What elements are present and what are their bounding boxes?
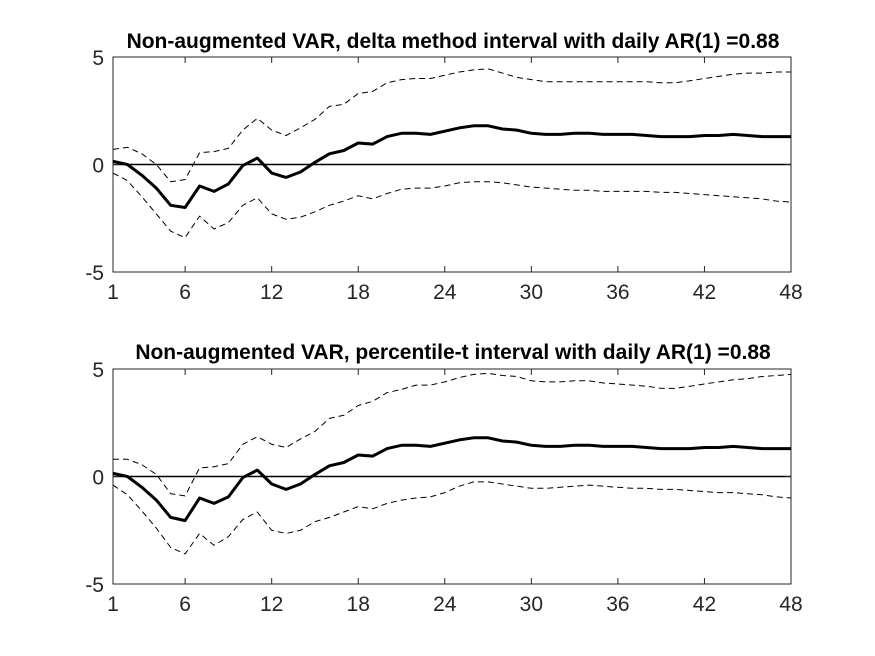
chart-title: Non-augmented VAR, percentile-t interval…: [135, 341, 771, 364]
x-tick-label: 48: [779, 281, 802, 304]
x-tick-label: 24: [433, 593, 457, 616]
y-tick-label: 5: [92, 47, 104, 70]
x-tick-label: 6: [179, 593, 191, 616]
x-tick-label: 36: [606, 281, 629, 304]
x-tick-label: 24: [433, 281, 457, 304]
y-tick-label: -5: [85, 574, 104, 597]
x-tick-label: 1: [107, 281, 119, 304]
upper-bound-line: [113, 372, 792, 497]
x-tick-label: 36: [606, 593, 629, 616]
x-tick-label: 30: [520, 281, 543, 304]
x-tick-label: 48: [779, 593, 802, 616]
lower-bound-line: [112, 172, 792, 239]
x-tick-label: 12: [260, 593, 283, 616]
x-tick-label: 6: [179, 281, 191, 304]
x-tick-label: 30: [520, 593, 543, 616]
x-tick-label: 1: [107, 593, 119, 616]
x-tick-label: 12: [260, 281, 283, 304]
lower-bound-line: [112, 481, 792, 555]
chart-panel-percentile-t: Non-augmented VAR, percentile-t interval…: [85, 341, 802, 616]
x-tick-label: 18: [347, 593, 370, 616]
chart-title: Non-augmented VAR, delta method interval…: [127, 30, 780, 53]
y-tick-label: -5: [85, 262, 104, 285]
x-tick-label: 18: [347, 281, 370, 304]
estimate-line: [112, 124, 791, 209]
y-tick-label: 0: [92, 155, 104, 178]
chart-panel-delta-method: Non-augmented VAR, delta method interval…: [85, 30, 802, 304]
estimate-line: [112, 436, 791, 523]
y-tick-label: 5: [92, 359, 104, 382]
x-tick-label: 42: [693, 593, 716, 616]
upper-bound-line: [112, 68, 791, 183]
y-tick-label: 0: [92, 467, 104, 490]
x-tick-label: 42: [693, 281, 716, 304]
